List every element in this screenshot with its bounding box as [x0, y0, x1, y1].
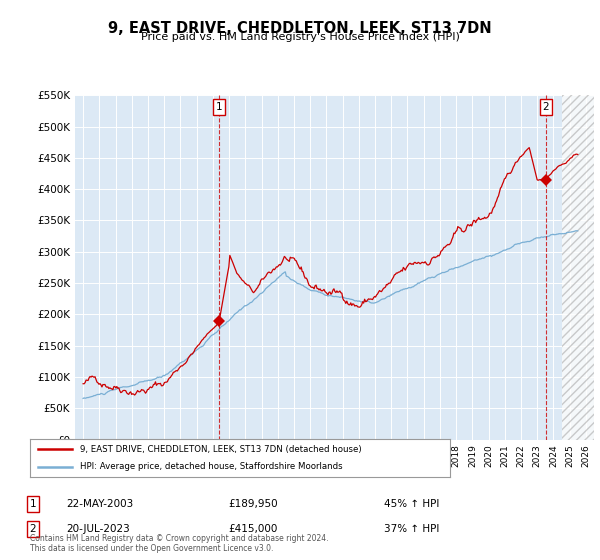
Text: Contains HM Land Registry data © Crown copyright and database right 2024.
This d: Contains HM Land Registry data © Crown c… [30, 534, 329, 553]
Text: 22-MAY-2003: 22-MAY-2003 [66, 499, 133, 509]
Text: 9, EAST DRIVE, CHEDDLETON, LEEK, ST13 7DN (detached house): 9, EAST DRIVE, CHEDDLETON, LEEK, ST13 7D… [80, 445, 362, 454]
Bar [562, 95, 594, 440]
Text: 1: 1 [216, 102, 223, 112]
Text: 45% ↑ HPI: 45% ↑ HPI [384, 499, 439, 509]
Text: 1: 1 [29, 499, 37, 509]
Text: HPI: Average price, detached house, Staffordshire Moorlands: HPI: Average price, detached house, Staf… [80, 463, 343, 472]
Text: £189,950: £189,950 [228, 499, 278, 509]
Bar [562, 95, 594, 440]
Text: £415,000: £415,000 [228, 524, 277, 534]
Text: 37% ↑ HPI: 37% ↑ HPI [384, 524, 439, 534]
Text: 2: 2 [542, 102, 550, 112]
Text: Price paid vs. HM Land Registry's House Price Index (HPI): Price paid vs. HM Land Registry's House … [140, 32, 460, 43]
Text: 2: 2 [29, 524, 37, 534]
Text: 9, EAST DRIVE, CHEDDLETON, LEEK, ST13 7DN: 9, EAST DRIVE, CHEDDLETON, LEEK, ST13 7D… [108, 21, 492, 36]
Text: 20-JUL-2023: 20-JUL-2023 [66, 524, 130, 534]
